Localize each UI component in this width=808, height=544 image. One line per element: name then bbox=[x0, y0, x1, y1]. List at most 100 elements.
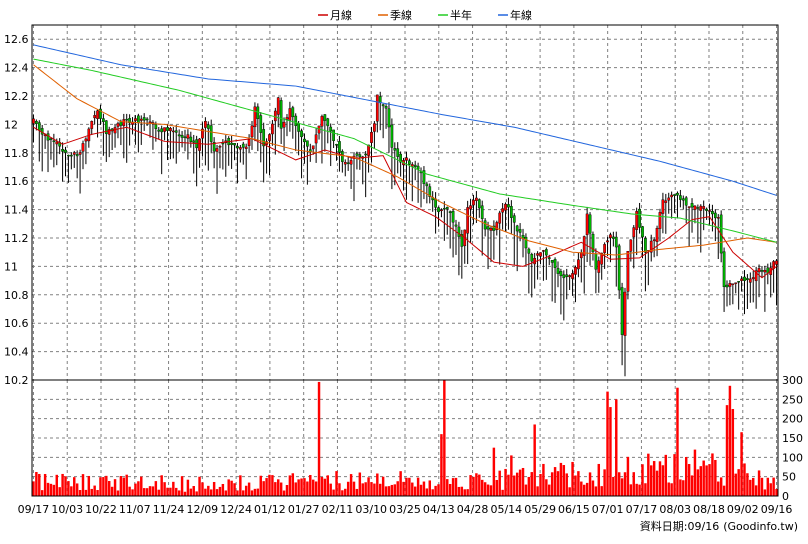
candle-body bbox=[393, 148, 397, 151]
candles bbox=[32, 91, 778, 377]
candle bbox=[113, 123, 117, 148]
x-tick-label: 12/09 bbox=[186, 503, 218, 516]
candle-body bbox=[35, 120, 38, 124]
candle bbox=[463, 229, 467, 264]
volume-bar bbox=[221, 483, 225, 496]
candle bbox=[265, 138, 268, 174]
volume-bar bbox=[746, 473, 749, 496]
volume-bar bbox=[754, 485, 758, 496]
volume-tick-label: 300 bbox=[782, 374, 803, 387]
volume-bar bbox=[247, 482, 251, 496]
volume-bar bbox=[693, 449, 697, 496]
candle bbox=[737, 281, 741, 310]
candle bbox=[594, 248, 598, 294]
candle-body bbox=[128, 118, 131, 124]
candle-body bbox=[61, 149, 64, 152]
volume-bar bbox=[186, 479, 190, 496]
volume-bar bbox=[352, 481, 356, 496]
volume-bar bbox=[772, 477, 775, 496]
candle-body bbox=[139, 118, 143, 121]
candle-body bbox=[384, 106, 388, 109]
volume-bar bbox=[180, 476, 184, 496]
volume-bar bbox=[46, 482, 50, 496]
candle-body bbox=[591, 233, 595, 253]
volume-bar bbox=[486, 484, 490, 496]
candle bbox=[107, 126, 111, 158]
candle bbox=[661, 192, 665, 234]
candle-body bbox=[67, 154, 70, 157]
candle bbox=[734, 282, 738, 294]
candle bbox=[55, 138, 59, 166]
volume-bar bbox=[612, 476, 615, 496]
volume-bar bbox=[172, 481, 175, 496]
ma-line bbox=[33, 64, 777, 256]
candle-body bbox=[559, 271, 563, 277]
candle-body bbox=[102, 118, 105, 122]
price-tick-label: 12 bbox=[4, 118, 18, 131]
candle-body bbox=[649, 240, 653, 253]
volume-bar bbox=[183, 491, 187, 496]
volume-bar bbox=[224, 490, 228, 496]
volume-bar bbox=[58, 487, 61, 496]
candle bbox=[562, 270, 566, 321]
volume-bar bbox=[175, 487, 178, 496]
volume-bar bbox=[212, 481, 216, 496]
candle bbox=[679, 189, 682, 208]
volume-bar bbox=[311, 479, 315, 496]
candle bbox=[431, 191, 435, 212]
volume-bar bbox=[125, 474, 128, 496]
candle bbox=[533, 252, 537, 289]
volume-bar bbox=[658, 461, 662, 496]
candle-body bbox=[209, 125, 213, 142]
candle bbox=[340, 149, 344, 173]
candle bbox=[387, 102, 391, 153]
candle bbox=[486, 221, 490, 270]
candle bbox=[352, 152, 356, 202]
volume-bar bbox=[96, 490, 99, 496]
candle-body bbox=[728, 283, 732, 287]
candle bbox=[408, 158, 411, 184]
price-tick-label: 10.4 bbox=[4, 346, 29, 359]
candle bbox=[676, 191, 679, 219]
volume-bar bbox=[128, 486, 131, 496]
volume-bar bbox=[719, 477, 723, 496]
candle bbox=[390, 118, 394, 190]
candle-body bbox=[107, 129, 111, 135]
candle bbox=[611, 231, 615, 247]
x-tick-label: 08/18 bbox=[693, 503, 725, 516]
x-tick-label: 10/22 bbox=[85, 503, 117, 516]
volume-bar bbox=[163, 482, 166, 496]
price-tick-label: 11.8 bbox=[4, 147, 29, 160]
candle bbox=[716, 214, 720, 260]
candle bbox=[314, 127, 318, 163]
candle bbox=[518, 223, 522, 242]
candle bbox=[75, 150, 79, 179]
candle-body bbox=[632, 227, 636, 238]
candle-body bbox=[699, 205, 703, 211]
candle bbox=[754, 266, 758, 309]
candle bbox=[440, 208, 443, 218]
legend-entry: 半年 bbox=[438, 8, 472, 22]
candle-body bbox=[437, 207, 440, 212]
candle bbox=[416, 162, 420, 203]
volume-bar bbox=[309, 474, 312, 496]
candle-body bbox=[355, 153, 359, 156]
candle bbox=[597, 256, 601, 293]
candle bbox=[381, 103, 385, 139]
candle-body bbox=[486, 226, 490, 230]
volume-bar bbox=[192, 486, 195, 496]
candle bbox=[43, 133, 47, 149]
candle bbox=[93, 110, 97, 125]
candle bbox=[527, 247, 531, 294]
volume-bar bbox=[73, 477, 76, 496]
candle-body bbox=[702, 206, 706, 209]
candle bbox=[705, 207, 708, 220]
candle-body bbox=[163, 127, 166, 132]
volume-bar bbox=[75, 483, 79, 496]
volume-bar bbox=[568, 487, 571, 496]
volume-bar bbox=[425, 488, 429, 496]
x-tick-label: 04/28 bbox=[457, 503, 489, 516]
candle-body bbox=[37, 122, 41, 131]
candle-body bbox=[489, 227, 493, 231]
volume-bar bbox=[434, 485, 437, 496]
